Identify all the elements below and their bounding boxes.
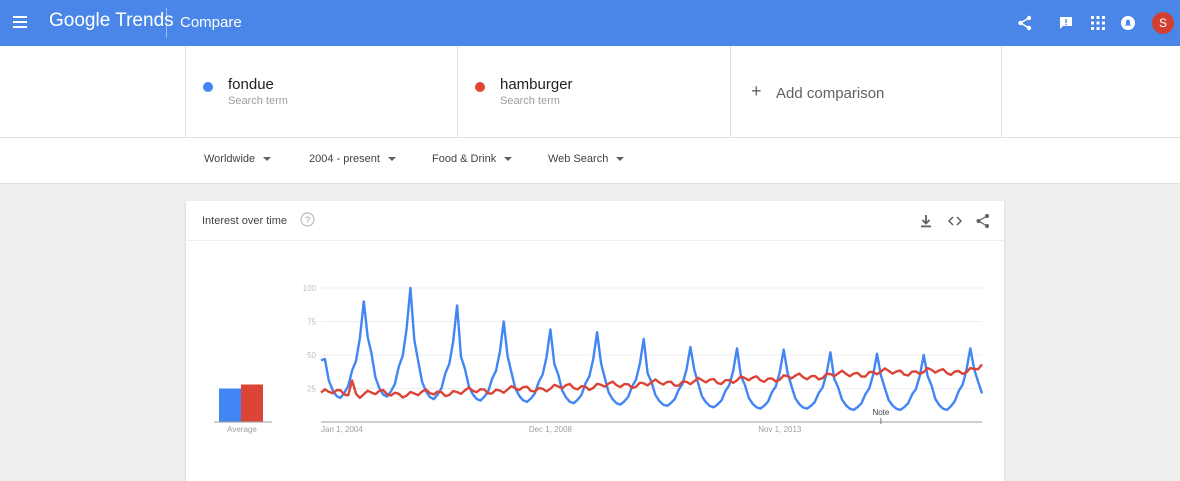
filter-time-range[interactable]: 2004 - present: [309, 153, 396, 165]
svg-text:?: ?: [305, 215, 310, 225]
y-tick-label: 25: [307, 385, 316, 394]
note-label: Note: [872, 408, 889, 417]
x-tick-label: Jan 1, 2004: [321, 425, 363, 434]
dropdown-caret-icon: [616, 157, 625, 162]
term-color-dot: [475, 82, 485, 92]
page-title: Compare: [180, 14, 242, 31]
search-terms-bar: fondue Search term hamburger Search term…: [0, 46, 1180, 138]
filter-label: Worldwide: [204, 153, 256, 165]
appbar-divider: [166, 8, 167, 38]
filter-label: Food & Drink: [432, 153, 497, 165]
embed-icon[interactable]: [947, 213, 963, 229]
term-color-dot: [203, 82, 213, 92]
y-tick-label: 50: [307, 351, 316, 360]
term-hamburger[interactable]: hamburger Search term: [457, 46, 730, 137]
share-icon[interactable]: [975, 213, 991, 229]
filter-label: 2004 - present: [309, 153, 380, 165]
x-tick-label: Dec 1, 2008: [529, 425, 573, 434]
add-comparison-button[interactable]: + Add comparison: [730, 46, 1002, 137]
filter-search-type[interactable]: Web Search: [548, 153, 625, 165]
term-type: Search term: [500, 95, 560, 107]
menu-icon[interactable]: [13, 16, 27, 28]
share-icon[interactable]: [1016, 14, 1034, 32]
filter-location[interactable]: Worldwide: [204, 153, 272, 165]
term-label: fondue: [228, 76, 274, 93]
google-trends-logo[interactable]: Google Trends: [49, 10, 174, 31]
x-tick-label: Nov 1, 2013: [758, 425, 802, 434]
dropdown-caret-icon: [387, 157, 396, 162]
term-label: hamburger: [500, 76, 573, 93]
feedback-icon[interactable]: [1057, 14, 1075, 32]
interest-over-time-card: Interest over time ? 25 50 75 100 Jan 1, 200…: [186, 201, 1004, 481]
y-tick-label: 100: [303, 284, 317, 293]
term-fondue[interactable]: fondue Search term: [185, 46, 457, 137]
dropdown-caret-icon: [263, 157, 272, 162]
y-tick-label: 75: [307, 318, 316, 327]
help-icon[interactable]: ?: [300, 212, 315, 227]
card-title: Interest over time: [202, 215, 287, 227]
card-header: Interest over time ?: [186, 201, 1004, 241]
add-comparison-label: Add comparison: [776, 85, 885, 102]
apps-icon[interactable]: [1089, 14, 1107, 32]
interest-chart: 25 50 75 100 Jan 1, 2004 Dec 1, 2008 Nov 1, 20…: [214, 284, 984, 434]
filter-label: Web Search: [548, 153, 609, 165]
add-icon: +: [751, 81, 762, 101]
dropdown-caret-icon: [504, 157, 513, 162]
term-type: Search term: [228, 95, 288, 107]
average-bar-hamburger: [241, 384, 263, 422]
series-line-hamburger: [320, 363, 983, 400]
avatar[interactable]: S: [1152, 12, 1174, 34]
average-label: Average: [227, 425, 257, 434]
app-bar: Google Trends Compare S: [0, 0, 1180, 46]
download-icon[interactable]: [918, 213, 934, 229]
filter-bar: Worldwide 2004 - present Food & Drink We…: [0, 138, 1180, 184]
filter-category[interactable]: Food & Drink: [432, 153, 513, 165]
average-bar-fondue: [219, 388, 241, 422]
notifications-icon[interactable]: [1119, 14, 1137, 32]
series-line-fondue: [320, 286, 984, 412]
